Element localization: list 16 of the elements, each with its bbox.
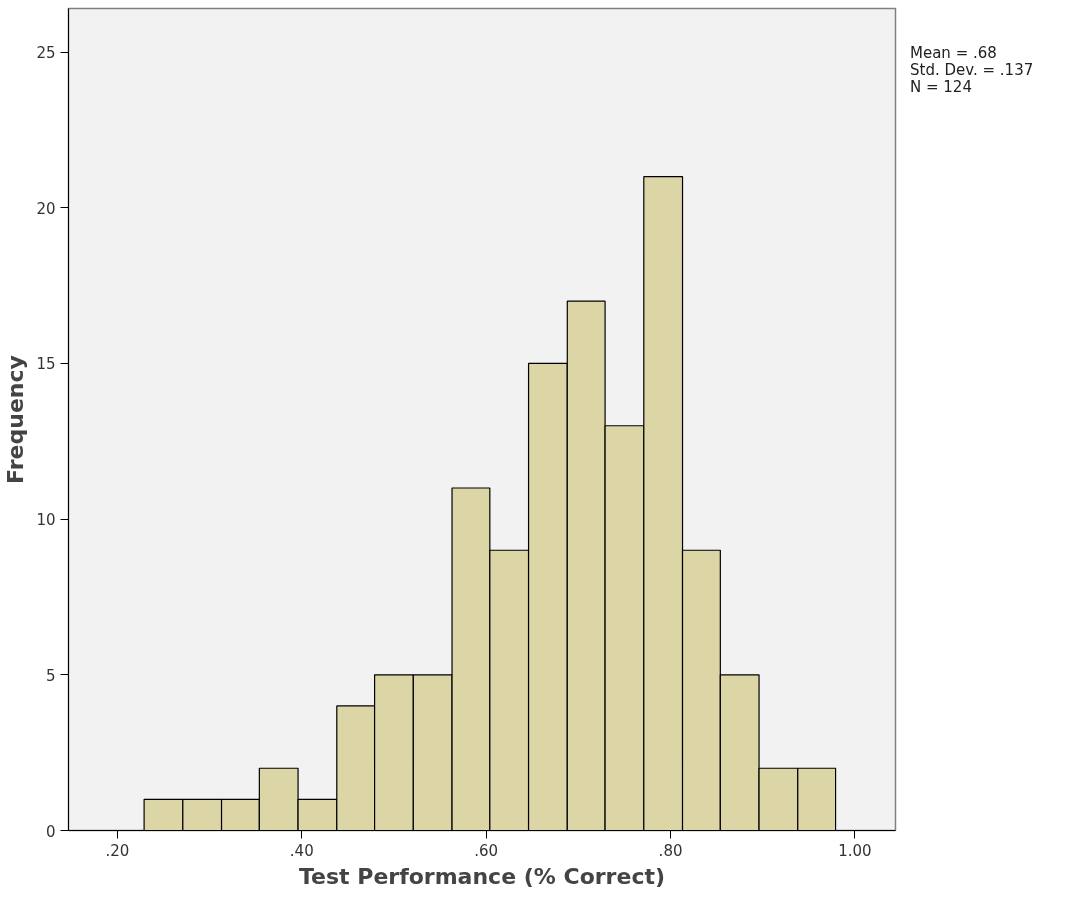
x-tick-label: .80: [658, 841, 683, 860]
y-tick-label: 25: [36, 44, 56, 63]
x-tick-label: .20: [105, 841, 130, 860]
y-tick-label: 0: [45, 822, 56, 841]
y-axis-title: Frequency: [3, 355, 29, 484]
x-tick-label: 1.00: [838, 841, 872, 860]
y-tick-label: 10: [36, 511, 56, 530]
x-axis-title: Test Performance (% Correct): [299, 863, 666, 889]
x-tick-label: .60: [474, 841, 499, 860]
y-tick-label: 20: [36, 199, 56, 218]
x-tick-label: .40: [289, 841, 314, 860]
y-tick-label: 5: [45, 666, 56, 685]
text: Std. Dev. = .137: [910, 61, 1034, 79]
text: Mean = .68: [910, 44, 998, 62]
text: N = 124: [910, 78, 973, 96]
y-tick-label: 15: [36, 355, 56, 374]
